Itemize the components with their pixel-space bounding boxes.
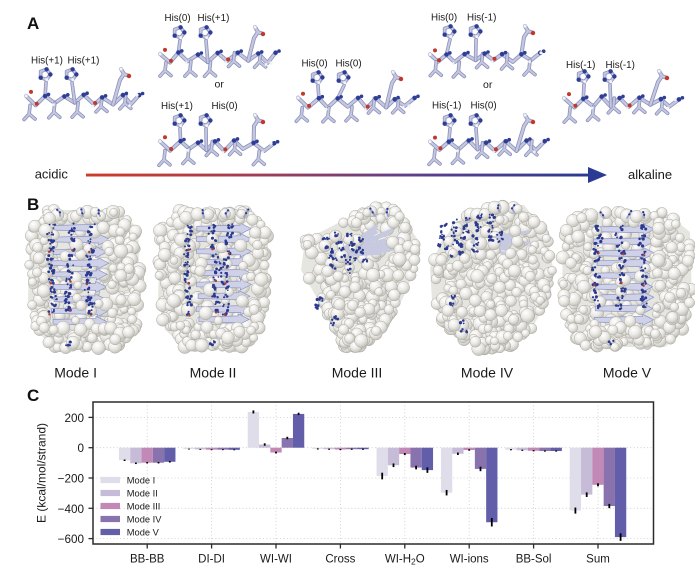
svg-text:Mode V: Mode V: [603, 365, 652, 381]
svg-text:WI-WI: WI-WI: [260, 554, 292, 566]
svg-text:Sum: Sum: [586, 554, 610, 566]
svg-text:or: or: [215, 79, 225, 91]
svg-text:His(-1): His(-1): [606, 60, 635, 71]
svg-text:Cross: Cross: [325, 554, 355, 566]
svg-text:His(0): His(0): [471, 101, 497, 112]
svg-text:His(+1): His(+1): [198, 13, 230, 24]
svg-text:His(0): His(0): [212, 101, 238, 112]
svg-text:C: C: [27, 386, 39, 405]
svg-text:His(0): His(0): [302, 59, 328, 70]
svg-text:WI-ions: WI-ions: [450, 554, 489, 566]
svg-text:His(0): His(0): [336, 59, 362, 70]
svg-text:His(+1): His(+1): [31, 56, 63, 67]
svg-text:BB-BB: BB-BB: [130, 554, 165, 566]
svg-text:−600: −600: [58, 533, 85, 546]
svg-text:E (kcal/mol/strand): E (kcal/mol/strand): [35, 423, 49, 523]
svg-text:alkaline: alkaline: [628, 167, 672, 182]
svg-text:His(-1): His(-1): [432, 101, 461, 112]
svg-text:Mode I: Mode I: [127, 475, 155, 485]
svg-text:BB-Sol: BB-Sol: [516, 554, 552, 566]
svg-text:A: A: [27, 14, 39, 33]
svg-text:Mode III: Mode III: [332, 365, 383, 381]
svg-text:WI-H2O: WI-H2O: [385, 554, 425, 567]
svg-text:His(-1): His(-1): [566, 60, 595, 71]
svg-text:Mode III: Mode III: [127, 501, 161, 511]
svg-text:His(+1): His(+1): [161, 101, 193, 112]
svg-text:His(0): His(0): [165, 13, 191, 24]
svg-text:acidic: acidic: [35, 167, 69, 182]
svg-text:or: or: [483, 79, 493, 91]
svg-text:DI-DI: DI-DI: [198, 554, 225, 566]
svg-text:Mode II: Mode II: [127, 488, 158, 498]
svg-text:Mode V: Mode V: [127, 527, 160, 537]
svg-text:−400: −400: [58, 503, 85, 516]
svg-text:Mode II: Mode II: [190, 365, 237, 381]
svg-text:−200: −200: [58, 473, 85, 486]
svg-text:0: 0: [77, 442, 84, 455]
svg-text:Mode I: Mode I: [54, 365, 97, 381]
svg-text:B: B: [27, 195, 39, 214]
svg-text:200: 200: [64, 412, 84, 425]
svg-text:His(0): His(0): [431, 13, 457, 24]
svg-text:Mode IV: Mode IV: [127, 514, 162, 524]
svg-text:His(-1): His(-1): [467, 13, 496, 24]
svg-text:Mode IV: Mode IV: [461, 365, 514, 381]
svg-text:His(+1): His(+1): [68, 56, 100, 67]
